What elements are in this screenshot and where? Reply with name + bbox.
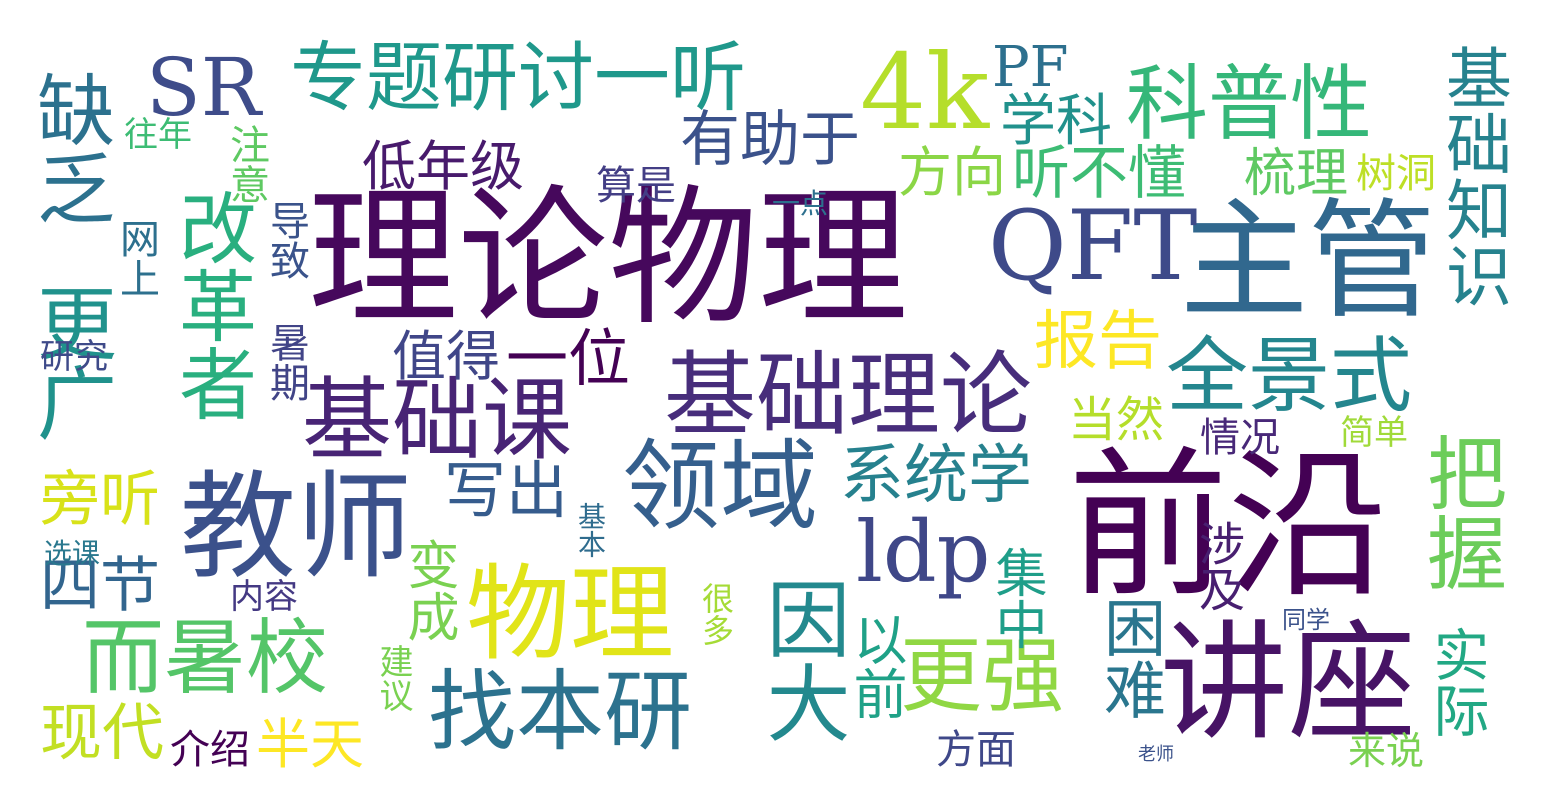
word-zhuguan: 主管 [1180, 187, 1437, 336]
word-yiwei: 一位 [506, 322, 631, 395]
word-bantian: 半天 [256, 713, 364, 776]
word-wangshang: 网上 [113, 218, 159, 298]
word-xiandai: 现代 [40, 696, 165, 769]
word-tingbudong: 听不懂 [1012, 139, 1187, 207]
word-zhide: 值得 [392, 325, 500, 388]
word-jiaoshi: 教师 [180, 460, 412, 595]
word-jieshao: 介绍 [170, 727, 250, 773]
word-pf: PF [992, 35, 1069, 100]
word-dangran: 当然 [1068, 392, 1165, 448]
word-yinda: 因大 [753, 576, 851, 744]
word-biancheng: 变成 [398, 538, 458, 642]
word-zhuantiyantao: 专题研讨一听 [290, 33, 746, 122]
word-kepuxing: 科普性 [1126, 57, 1373, 152]
word-ldp: ldp [856, 503, 991, 601]
word-daozhi: 导致 [263, 200, 309, 280]
word-shiji: 实际 [1424, 626, 1489, 738]
word-baogao: 报告 [1034, 305, 1162, 379]
word-gengguang: 更广 [24, 282, 117, 442]
word-jichuke: 基础课 [302, 368, 572, 473]
word-4k: 4k [860, 31, 990, 153]
word-jiangzuo: 讲座 [1160, 609, 1417, 758]
word-sijie: 四节 [40, 551, 160, 621]
word-tongxue: 同学 [1282, 606, 1330, 634]
word-jiben: 基本 [574, 502, 607, 558]
word-qingkuang: 情况 [1200, 415, 1280, 461]
word-jichulilun: 基础理论 [664, 342, 1033, 449]
word-laoshi: 老师 [1138, 744, 1174, 765]
word-gengqiang: 更强 [900, 629, 1065, 724]
word-zhuyi: 注意 [223, 124, 269, 204]
word-jianyi: 建议 [373, 644, 413, 712]
word-youzhuyu: 有助于 [680, 105, 860, 175]
word-fangmian: 方面 [936, 727, 1016, 773]
word-ershuxiao: 而暑校 [82, 611, 329, 706]
word-jizhong: 集中 [986, 546, 1046, 650]
word-kunnan: 困难 [1093, 596, 1166, 720]
word-yiqian: 以前 [844, 612, 907, 720]
word-bawo: 把握 [1414, 432, 1507, 592]
word-lilunwuli: 理论物理 [308, 172, 909, 346]
word-jiandan: 简单 [1340, 413, 1408, 453]
word-xueke: 学科 [1000, 89, 1112, 154]
word-shudong: 树洞 [1356, 151, 1436, 197]
word-lingyu: 领域 [622, 430, 819, 544]
word-suanshi: 算是 [596, 163, 676, 209]
word-xiechu: 写出 [444, 454, 569, 527]
word-xuanke: 选课 [44, 537, 101, 570]
word-quanjingshi: 全景式 [1166, 329, 1413, 424]
word-quefa: 缺乏 [24, 70, 114, 226]
word-sr: SR [146, 41, 262, 134]
word-wuli: 物理 [466, 553, 675, 675]
word-gaigezhe: 改革者 [166, 188, 256, 422]
word-qianyan: 前沿 [1068, 432, 1389, 619]
word-shuli: 梳理 [1244, 144, 1349, 204]
word-yidian: 一点 [772, 187, 829, 220]
word-jichuzhishi: 基础知识 [1435, 44, 1512, 308]
word-henduo: 很多 [697, 582, 735, 646]
word-shuqi: 暑期 [263, 322, 309, 402]
word-xitongxue: 系统学 [840, 439, 1032, 513]
word-zhaobenyan: 找本研 [428, 660, 693, 763]
word-dinianji: 低年级 [362, 135, 524, 198]
word-neirong: 内容 [230, 577, 298, 617]
word-yanjiu: 研究 [40, 337, 108, 377]
word-laishuo: 来说 [1348, 729, 1425, 773]
word-wangnian: 往年 [124, 115, 192, 155]
word-fangxiang: 方向 [898, 141, 1006, 204]
word-pangting: 旁听 [40, 465, 160, 535]
word-sheji: 涉及 [1192, 520, 1246, 612]
word-qft: QFT [988, 190, 1198, 302]
